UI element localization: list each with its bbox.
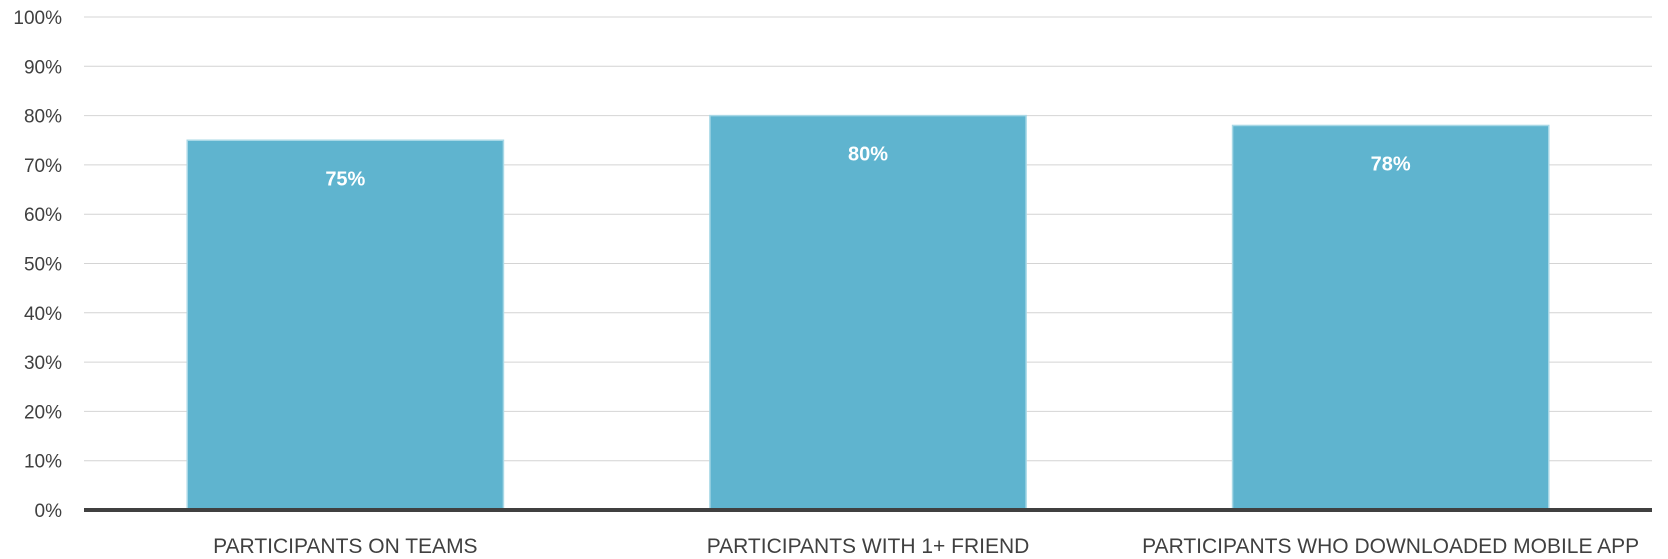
bar <box>186 139 505 511</box>
y-tick-label: 80% <box>24 107 62 128</box>
bars <box>186 114 1550 511</box>
x-tick-label: PARTICIPANTS WITH 1+ FRIEND <box>707 535 1030 558</box>
y-tick-label: 100% <box>13 8 62 29</box>
data-labels: 75% 80% 78% <box>325 144 1411 191</box>
x-tick-label: PARTICIPANTS ON TEAMS <box>213 535 478 558</box>
data-label: 78% <box>1371 153 1411 175</box>
y-tick-label: 70% <box>24 156 62 177</box>
y-tick-label: 50% <box>24 255 62 276</box>
y-tick-label: 30% <box>24 353 62 374</box>
data-label: 75% <box>325 168 365 190</box>
y-tick-label: 90% <box>24 57 62 78</box>
x-axis-ticks: PARTICIPANTS ON TEAMS PARTICIPANTS WITH 1… <box>213 535 1639 558</box>
bar <box>1231 124 1550 511</box>
y-tick-label: 40% <box>24 304 62 325</box>
data-label: 80% <box>848 144 888 166</box>
y-tick-label: 20% <box>24 402 62 423</box>
y-axis-ticks: 0% 10% 20% 30% 40% 50% 60% 70% 80% 90% 100% <box>13 8 62 522</box>
y-tick-label: 60% <box>24 205 62 226</box>
x-tick-label: PARTICIPANTS WHO DOWNLOADED MOBILE APP <box>1142 535 1639 558</box>
y-tick-label: 10% <box>24 452 62 473</box>
bar <box>709 114 1027 511</box>
y-tick-label: 0% <box>35 501 63 522</box>
